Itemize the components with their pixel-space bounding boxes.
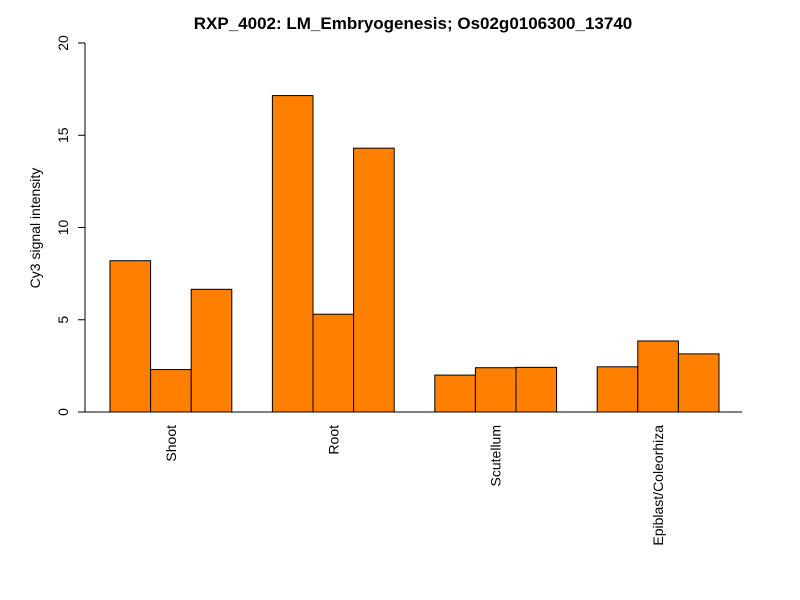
bar-scutellum-1 [434, 374, 476, 413]
bar-scutellum-3 [515, 366, 558, 413]
y-tick-label: 10 [55, 220, 71, 236]
bars-group [109, 95, 720, 413]
y-tick-label: 5 [55, 316, 71, 324]
y-axis [78, 42, 86, 413]
bar-shoot-3 [190, 288, 233, 413]
bar-root-2 [312, 313, 355, 413]
bar-shoot-1 [109, 260, 152, 413]
bar-shoot-2 [150, 369, 192, 413]
x-tick-label: Epiblast/Coleorhiza [650, 425, 666, 546]
x-axis-labels: Shoot Root Scutellum Epiblast/Coleorhiza [163, 425, 666, 546]
y-axis-ticks: 0 5 10 15 20 [55, 35, 71, 416]
x-tick-label: Root [325, 425, 341, 455]
bar-root-3 [353, 147, 395, 413]
y-tick-label: 20 [55, 35, 71, 51]
chart-title: RXP_4002: LM_Embryogenesis; Os02g0106300… [194, 14, 632, 33]
bar-epiblast-coleorhiza-2 [637, 340, 679, 413]
y-axis-label: Cy3 signal intensity [27, 168, 43, 289]
y-tick-label: 0 [55, 408, 71, 416]
x-tick-label: Shoot [163, 425, 179, 462]
bar-scutellum-2 [474, 367, 517, 413]
y-tick-label: 15 [55, 127, 71, 143]
bar-root-1 [271, 95, 314, 413]
bar-epiblast-coleorhiza-1 [596, 366, 639, 413]
bar-epiblast-coleorhiza-3 [677, 353, 720, 413]
x-tick-label: Scutellum [488, 425, 504, 486]
